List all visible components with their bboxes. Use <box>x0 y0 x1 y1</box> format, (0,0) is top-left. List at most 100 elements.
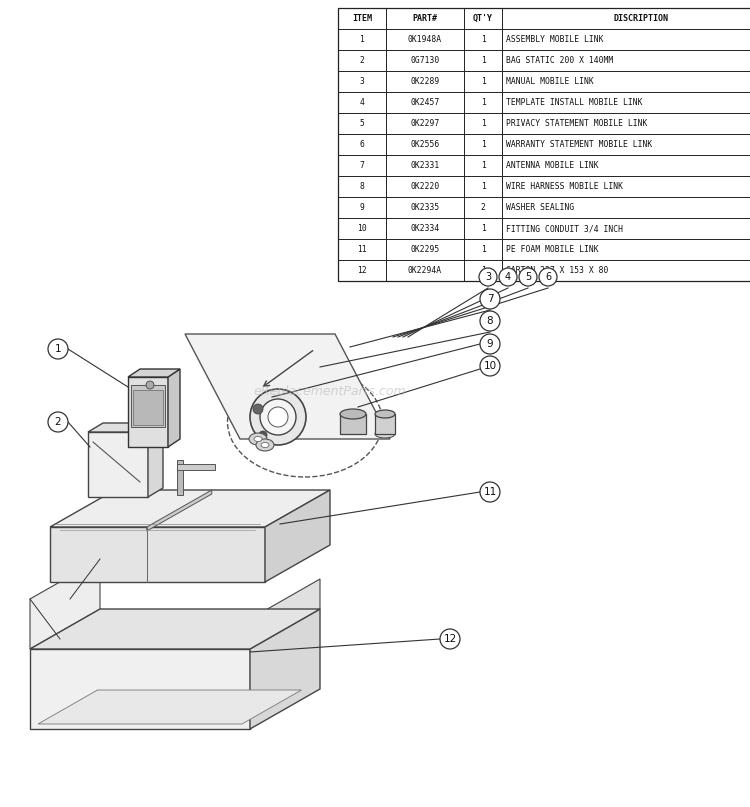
Polygon shape <box>88 432 148 497</box>
Text: 0K2220: 0K2220 <box>410 182 440 191</box>
Bar <box>177 460 183 495</box>
Text: WARRANTY STATEMENT MOBILE LINK: WARRANTY STATEMENT MOBILE LINK <box>506 140 652 149</box>
Text: 1: 1 <box>481 35 485 44</box>
Text: 0K2331: 0K2331 <box>410 161 440 170</box>
Text: 12: 12 <box>357 266 367 275</box>
Text: CARTON 227 X 153 X 80: CARTON 227 X 153 X 80 <box>506 266 608 275</box>
Text: WIRE HARNESS MOBILE LINK: WIRE HARNESS MOBILE LINK <box>506 182 623 191</box>
Text: ANTENNA MOBILE LINK: ANTENNA MOBILE LINK <box>506 161 598 170</box>
Circle shape <box>499 268 517 286</box>
Text: 5: 5 <box>525 272 531 282</box>
Text: ITEM: ITEM <box>352 14 372 23</box>
Polygon shape <box>88 423 163 432</box>
Polygon shape <box>30 649 250 729</box>
Text: PART#: PART# <box>413 14 437 23</box>
Text: 4: 4 <box>505 272 511 282</box>
Text: 11: 11 <box>483 487 496 497</box>
Text: BAG STATIC 200 X 140MM: BAG STATIC 200 X 140MM <box>506 56 614 65</box>
Text: 1: 1 <box>481 161 485 170</box>
Ellipse shape <box>261 442 269 448</box>
Polygon shape <box>250 609 320 729</box>
Text: 0K2297: 0K2297 <box>410 119 440 128</box>
Text: 8: 8 <box>359 182 364 191</box>
Ellipse shape <box>340 409 366 419</box>
Ellipse shape <box>254 437 262 441</box>
Text: 1: 1 <box>481 119 485 128</box>
Text: 6: 6 <box>359 140 364 149</box>
Polygon shape <box>250 579 320 649</box>
Text: 1: 1 <box>481 56 485 65</box>
Text: 10: 10 <box>357 224 367 233</box>
Text: 1: 1 <box>55 344 62 354</box>
Text: 1: 1 <box>481 140 485 149</box>
Polygon shape <box>147 490 211 531</box>
Polygon shape <box>185 334 390 439</box>
Text: 11: 11 <box>357 245 367 254</box>
Circle shape <box>48 412 68 432</box>
Polygon shape <box>50 490 330 527</box>
Polygon shape <box>148 423 163 497</box>
Text: 1: 1 <box>481 98 485 107</box>
Circle shape <box>259 431 267 439</box>
Polygon shape <box>38 690 302 724</box>
Polygon shape <box>128 377 168 447</box>
Circle shape <box>260 399 296 435</box>
Circle shape <box>250 389 306 445</box>
Text: 0K2295: 0K2295 <box>410 245 440 254</box>
Circle shape <box>480 482 500 502</box>
Text: 0K2334: 0K2334 <box>410 224 440 233</box>
Text: DISCRIPTION: DISCRIPTION <box>614 14 668 23</box>
Text: 2: 2 <box>359 56 364 65</box>
Ellipse shape <box>256 439 274 451</box>
Bar <box>177 464 215 470</box>
Circle shape <box>440 629 460 649</box>
Circle shape <box>480 289 500 309</box>
Polygon shape <box>168 369 180 447</box>
Circle shape <box>480 334 500 354</box>
Bar <box>131 385 165 427</box>
Circle shape <box>146 381 154 389</box>
Circle shape <box>480 356 500 376</box>
Text: 0K2335: 0K2335 <box>410 203 440 212</box>
Text: FITTING CONDUIT 3/4 INCH: FITTING CONDUIT 3/4 INCH <box>506 224 623 233</box>
Text: 10: 10 <box>484 361 496 371</box>
Text: 5: 5 <box>359 119 364 128</box>
Text: WASHER SEALING: WASHER SEALING <box>506 203 574 212</box>
Text: 0K2289: 0K2289 <box>410 77 440 86</box>
Text: 9: 9 <box>359 203 364 212</box>
Text: 0G7130: 0G7130 <box>410 56 440 65</box>
Text: 1: 1 <box>481 266 485 275</box>
Text: 12: 12 <box>443 634 457 644</box>
Text: 1: 1 <box>481 245 485 254</box>
Polygon shape <box>30 609 320 649</box>
Circle shape <box>48 339 68 359</box>
Polygon shape <box>128 369 180 377</box>
Text: 4: 4 <box>359 98 364 107</box>
Polygon shape <box>375 414 395 434</box>
Ellipse shape <box>375 410 395 418</box>
Text: 1: 1 <box>359 35 364 44</box>
Text: 7: 7 <box>487 294 494 304</box>
Circle shape <box>268 407 288 427</box>
Text: eReplacementParts.com: eReplacementParts.com <box>254 386 406 399</box>
Circle shape <box>253 404 263 414</box>
Circle shape <box>519 268 537 286</box>
Polygon shape <box>50 527 265 582</box>
Polygon shape <box>265 490 330 582</box>
Bar <box>133 390 163 425</box>
Text: 1: 1 <box>481 224 485 233</box>
Text: PE FOAM MOBILE LINK: PE FOAM MOBILE LINK <box>506 245 598 254</box>
Text: 6: 6 <box>545 272 551 282</box>
Text: TEMPLATE INSTALL MOBILE LINK: TEMPLATE INSTALL MOBILE LINK <box>506 98 643 107</box>
Text: 0K2457: 0K2457 <box>410 98 440 107</box>
Circle shape <box>480 311 500 331</box>
Circle shape <box>539 268 557 286</box>
Ellipse shape <box>375 430 395 438</box>
Text: 0K1948A: 0K1948A <box>408 35 442 44</box>
Text: 8: 8 <box>487 316 494 326</box>
Circle shape <box>479 268 497 286</box>
Text: 3: 3 <box>359 77 364 86</box>
Text: 9: 9 <box>487 339 494 349</box>
Text: 3: 3 <box>485 272 491 282</box>
Polygon shape <box>30 559 100 649</box>
